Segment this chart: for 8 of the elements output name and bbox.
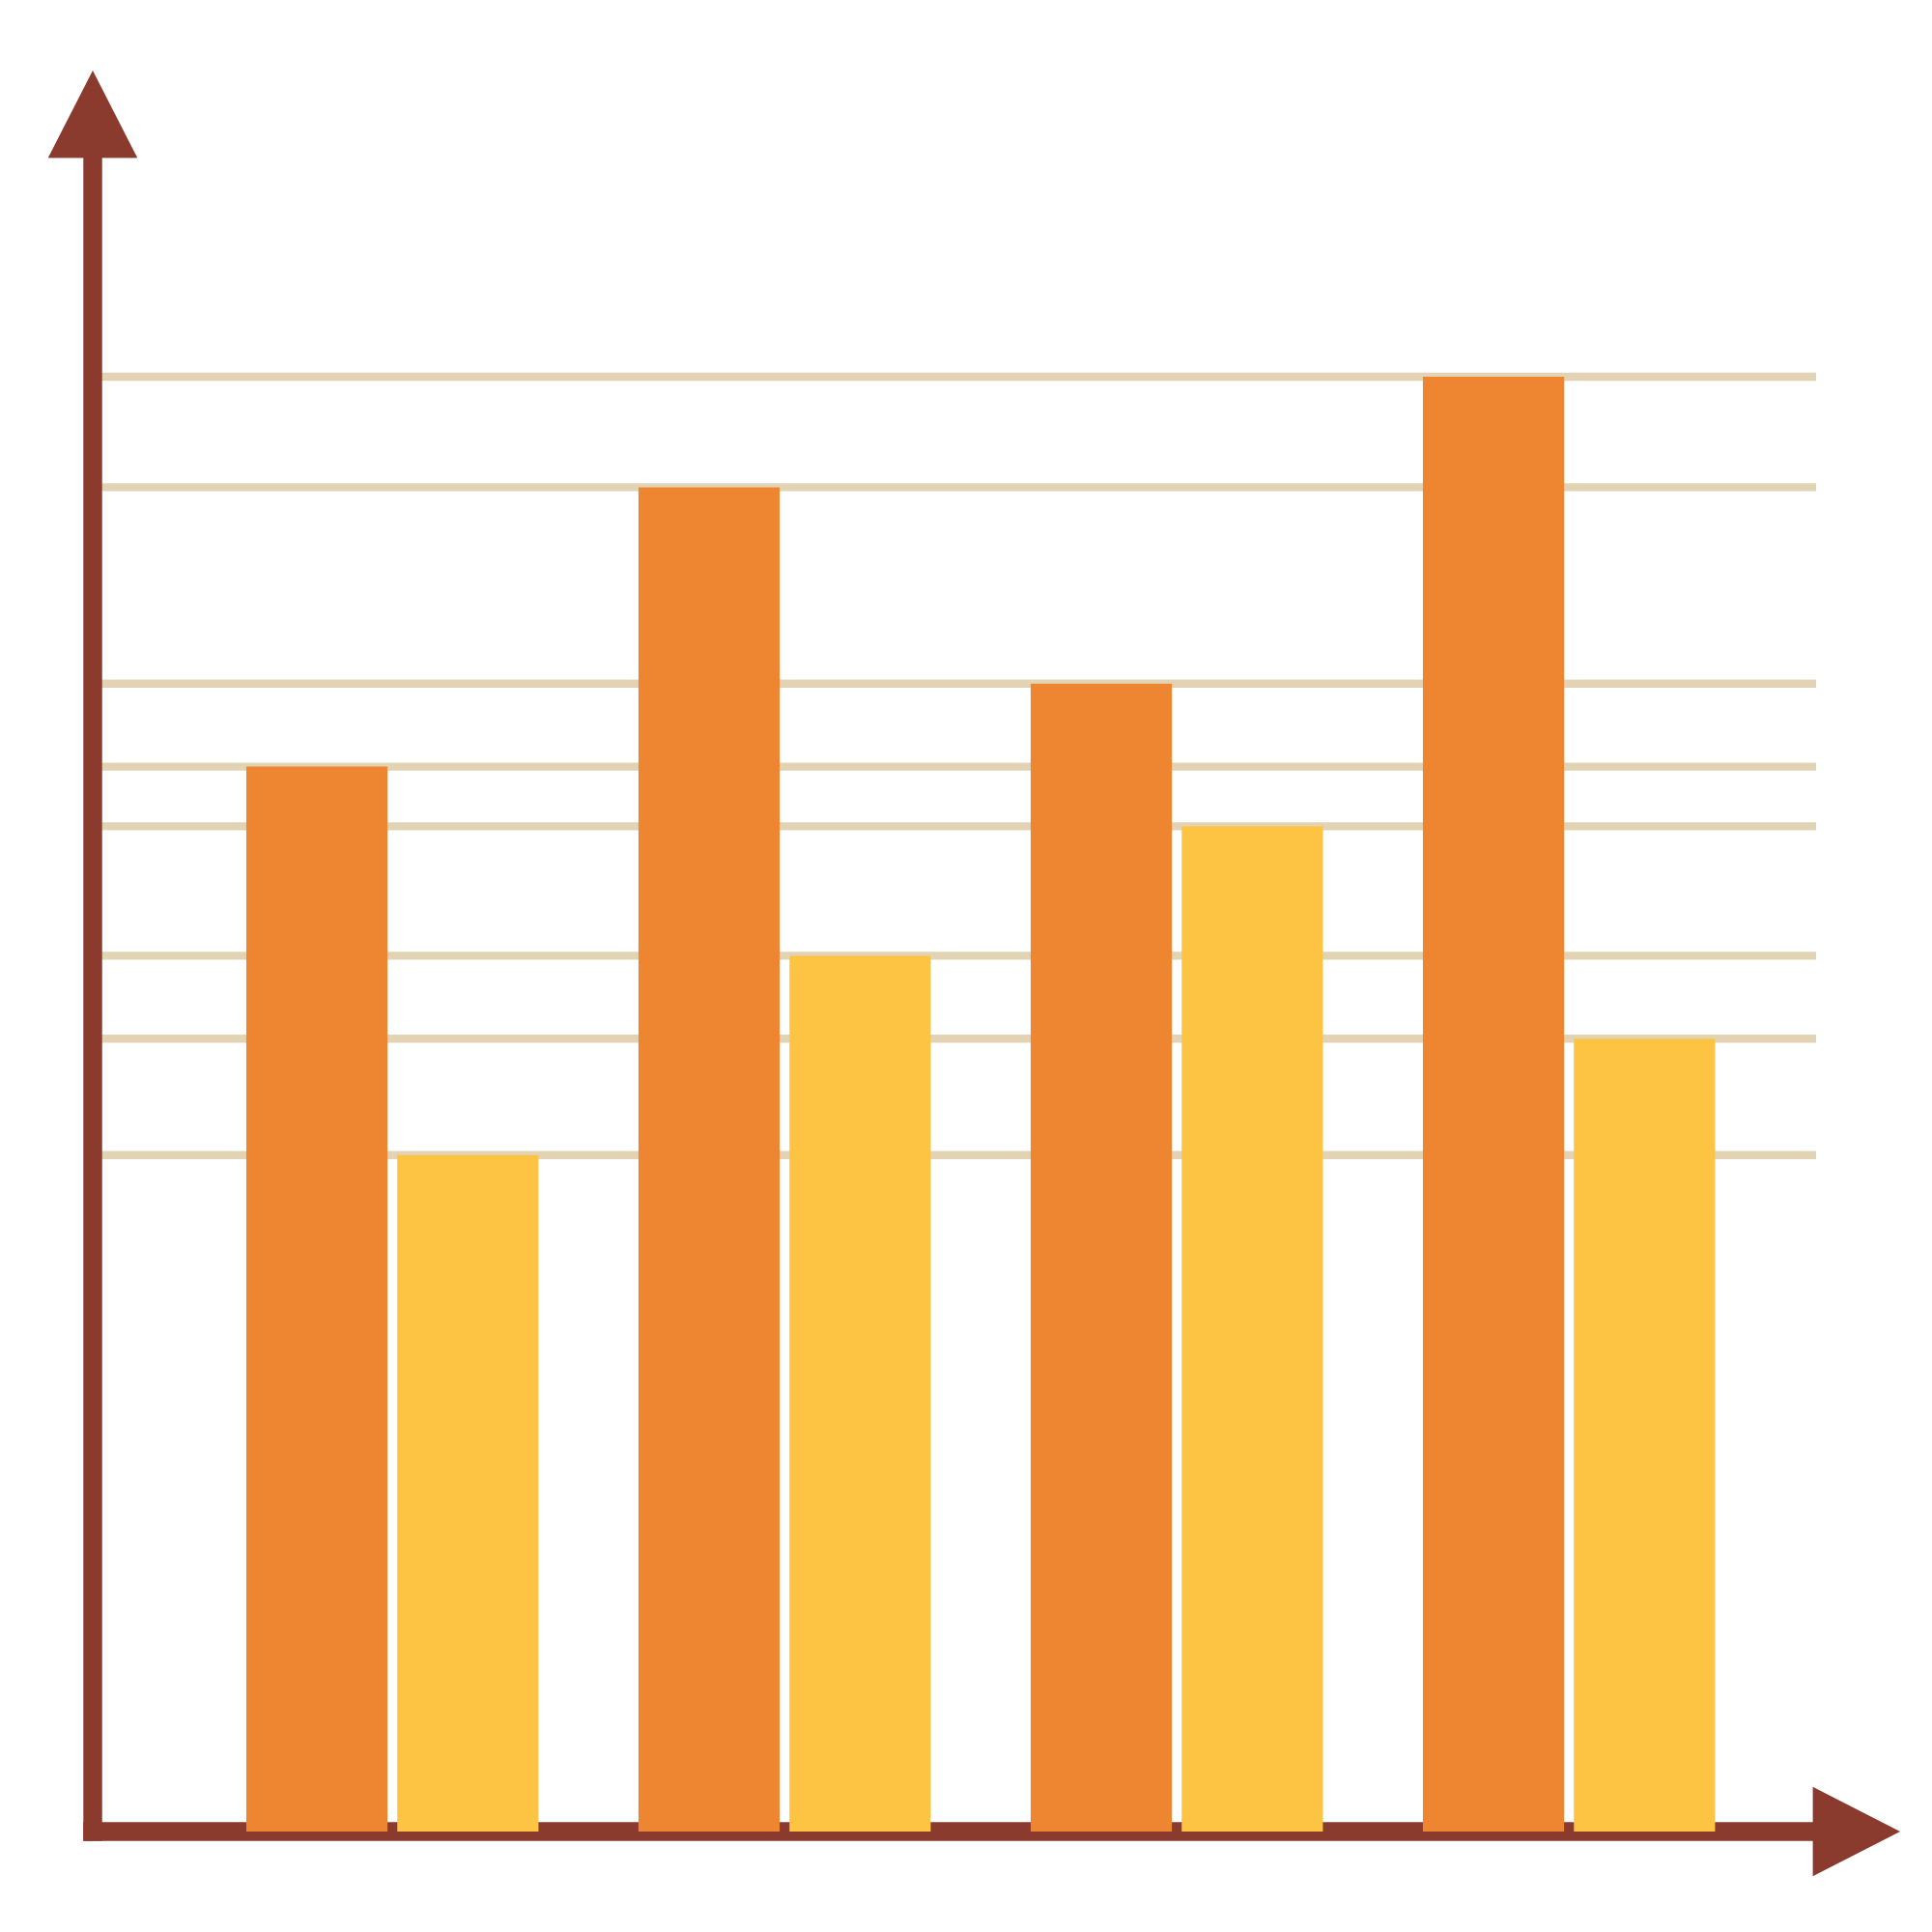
bar: [789, 955, 931, 1832]
bar: [397, 1154, 539, 1832]
bar: [245, 766, 388, 1832]
bar: [1030, 683, 1173, 1832]
bar: [1422, 377, 1565, 1832]
bar: [1181, 826, 1323, 1832]
bar: [1574, 1038, 1716, 1832]
bar: [638, 487, 781, 1832]
